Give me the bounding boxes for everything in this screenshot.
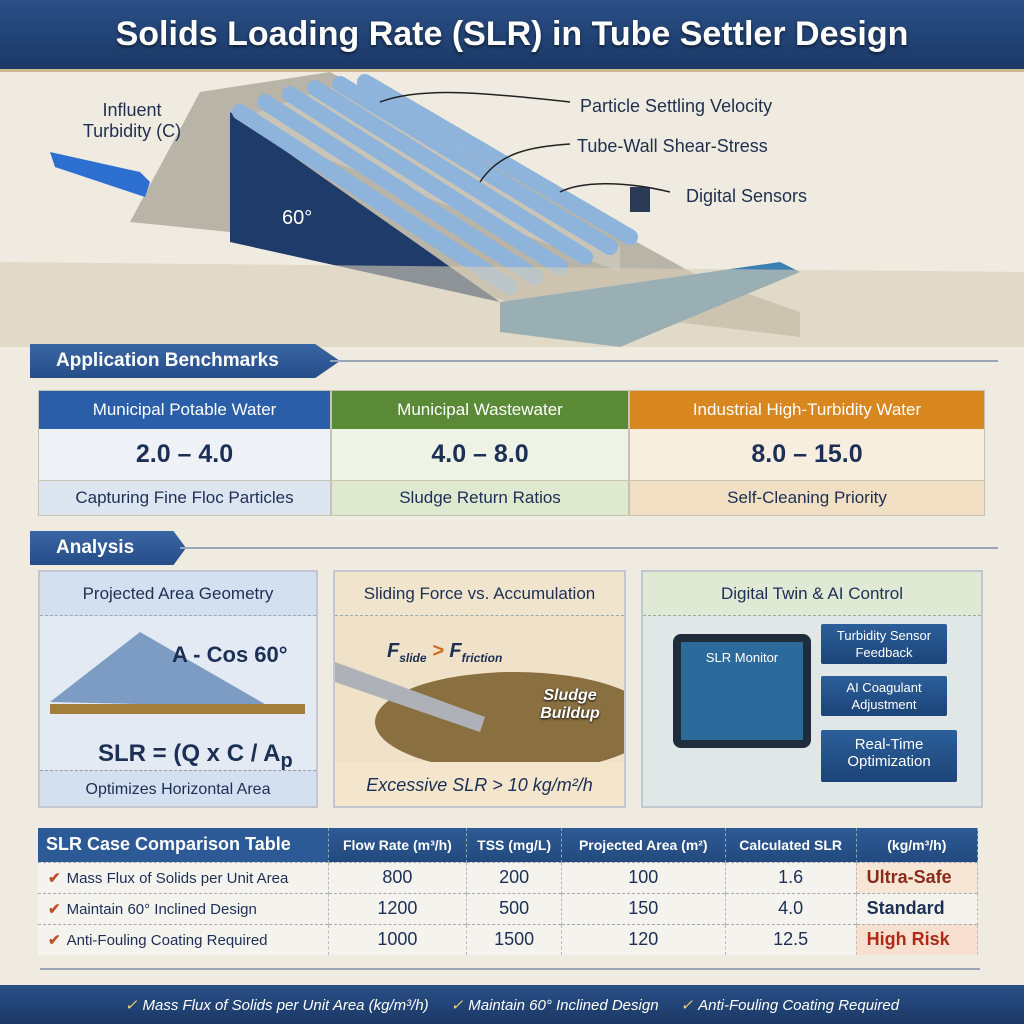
tube-settler-graphic	[0, 72, 1024, 347]
influent-label: Influent Turbidity (C)	[82, 100, 182, 141]
col-tss: TSS (mg/L)	[466, 828, 562, 862]
tube-stack-graphic	[50, 632, 305, 714]
page-title: Solids Loading Rate (SLR) in Tube Settle…	[0, 0, 1024, 72]
col-projected-area: Projected Area (m²)	[561, 828, 726, 862]
panel-title: Digital Twin & AI Control	[643, 572, 981, 616]
panel-footer: Excessive SLR > 10 kg/m²/h	[335, 762, 624, 806]
divider	[180, 547, 998, 549]
formula-cos: A - Cos 60°	[172, 642, 288, 667]
tube-settler-illustration: Influent Turbidity (C) 60° Particle Sett…	[0, 72, 1024, 347]
sludge-label: Sludge Buildup	[540, 687, 600, 722]
benchmark-value: 8.0 – 15.0	[630, 429, 984, 481]
check-icon: ✔	[48, 869, 61, 887]
benchmark-caption: Capturing Fine Floc Particles	[39, 481, 330, 515]
status-badge: High Risk	[856, 923, 979, 955]
sludge-graphic	[335, 662, 624, 772]
table-row: ✔ Maintain 60° Inclined Design 1200 500 150…	[38, 892, 979, 924]
table-row: ✔ Mass Flux of Solids per Unit Area 800 20…	[38, 861, 979, 893]
divider	[330, 360, 998, 362]
callout-optimization: Real-Time Optimization	[821, 730, 957, 782]
benchmark-header: Industrial High-Turbidity Water	[630, 391, 984, 429]
check-icon: ✔	[48, 900, 61, 918]
panel-sliding-force: Sliding Force vs. Accumulation Fslide > …	[333, 570, 626, 808]
digital-sensors-label: Digital Sensors	[686, 186, 808, 206]
panel-title: Sliding Force vs. Accumulation	[335, 572, 624, 616]
panel-digital-twin: Digital Twin & AI Control SLR Monitor Tu…	[641, 570, 983, 808]
check-icon: ✔	[48, 931, 61, 949]
benchmark-value: 4.0 – 8.0	[332, 429, 628, 481]
col-calculated-slr: Calculated SLR	[725, 828, 857, 862]
panel-projected-area: Projected Area Geometry A - Cos 60° SLR …	[38, 570, 318, 808]
divider	[40, 968, 980, 970]
benchmark-caption: Sludge Return Ratios	[332, 481, 628, 515]
benchmark-municipal-wastewater: Municipal Wastewater 4.0 – 8.0 Sludge Re…	[331, 390, 629, 516]
callout-turbidity: Turbidity Sensor Feedback	[821, 624, 947, 664]
benchmark-municipal-potable: Municipal Potable Water 2.0 – 4.0 Captur…	[38, 390, 331, 516]
col-units: (kg/m³/h)	[856, 828, 979, 862]
shear-stress-label: Tube-Wall Shear-Stress	[577, 136, 768, 156]
table-row: ✔ Anti-Fouling Coating Required 1000 1500 1…	[38, 923, 979, 955]
footer-item: ✓ Anti-Fouling Coating Required	[680, 996, 900, 1014]
angle-label: 60°	[282, 207, 313, 229]
callout-coagulant: AI Coagulant Adjustment	[821, 676, 947, 716]
benchmark-industrial: Industrial High-Turbidity Water 8.0 – 15…	[629, 390, 985, 516]
benchmarks-tab: Application Benchmarks	[30, 344, 340, 378]
analysis-tab: Analysis	[30, 531, 186, 565]
footer-banner: ✓ Mass Flux of Solids per Unit Area (kg/m…	[0, 985, 1024, 1024]
panel-title: Projected Area Geometry	[40, 572, 316, 616]
slr-formula: SLR = (Q x C / Ap	[98, 740, 293, 772]
panel-footer: Optimizes Horizontal Area	[40, 770, 316, 806]
footer-item: ✓ Mass Flux of Solids per Unit Area (kg/m…	[124, 996, 429, 1014]
status-badge: Ultra-Safe	[856, 861, 979, 893]
settling-velocity-label: Particle Settling Velocity	[580, 96, 773, 116]
footer-item: ✓ Maintain 60° Inclined Design	[450, 996, 659, 1014]
status-badge: Standard	[856, 892, 979, 924]
table-header: SLR Case Comparison Table Flow Rate (m³/…	[38, 828, 979, 862]
monitor-screen: SLR Monitor	[681, 642, 803, 740]
check-icon: ✓	[450, 996, 464, 1014]
check-icon: ✓	[124, 996, 138, 1014]
check-icon: ✓	[680, 996, 694, 1014]
sensor-icon	[630, 187, 650, 212]
benchmark-header: Municipal Wastewater	[332, 391, 628, 429]
slr-comparison-table: SLR Case Comparison Table Flow Rate (m³/…	[38, 828, 979, 955]
benchmark-caption: Self-Cleaning Priority	[630, 481, 984, 515]
influent-arrow-icon	[50, 152, 150, 197]
col-flow-rate: Flow Rate (m³/h)	[328, 828, 468, 862]
force-inequality: Fslide > Ffriction	[387, 640, 503, 665]
benchmark-header: Municipal Potable Water	[39, 391, 330, 429]
tablet: SLR Monitor	[673, 634, 811, 748]
benchmark-value: 2.0 – 4.0	[39, 429, 330, 481]
table-title: SLR Case Comparison Table	[38, 828, 329, 862]
